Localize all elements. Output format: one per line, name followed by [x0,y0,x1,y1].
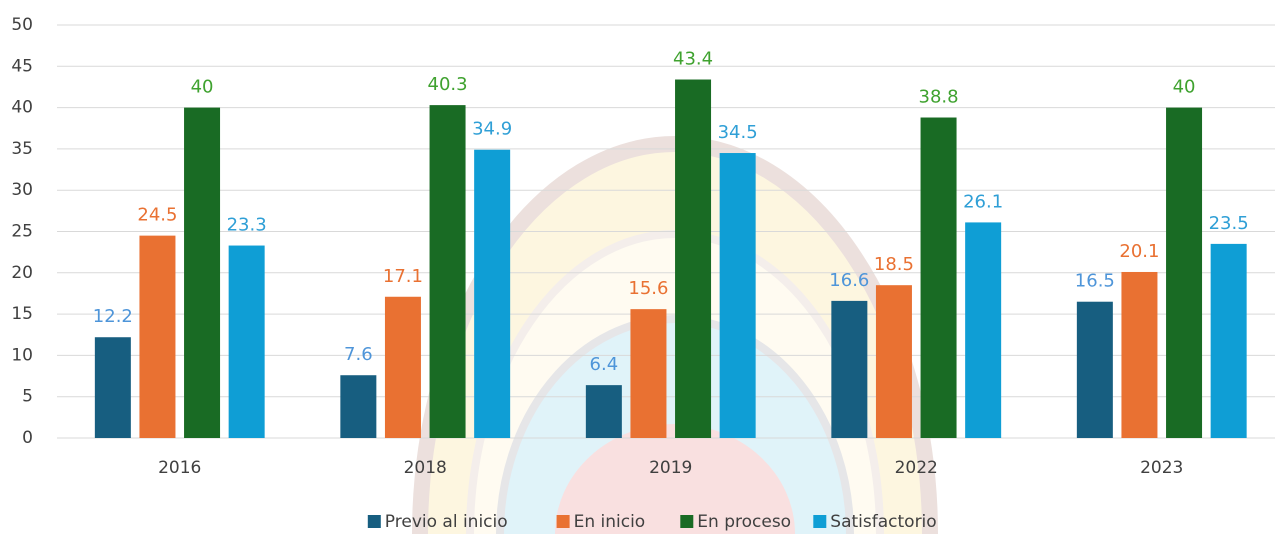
data-label: 7.6 [344,344,373,365]
data-label: 16.6 [829,270,869,291]
data-label: 40.3 [428,74,468,95]
y-tick-label: 20 [11,263,33,283]
bar [228,245,265,438]
data-label: 12.2 [93,306,133,327]
bar [920,117,957,439]
bar [875,285,912,438]
bar [831,300,868,438]
bar [1076,301,1113,438]
data-label: 43.4 [673,49,713,70]
data-label: 23.3 [227,215,267,236]
legend-swatch [680,515,694,528]
bar [384,296,421,438]
data-label: 26.1 [963,191,1003,212]
legend-label: Satisfactorio [830,512,936,532]
y-tick-label: 30 [11,180,33,200]
y-tick-label: 50 [11,15,33,35]
legend-label: Previo al inicio [385,512,508,532]
legend-swatch [556,515,570,528]
x-tick-label: 2016 [158,458,201,478]
x-tick-label: 2023 [1140,458,1183,478]
bar [340,375,377,438]
y-tick-label: 35 [11,139,33,159]
y-tick-label: 25 [11,222,33,242]
bar [474,149,511,438]
data-label: 40 [191,77,214,98]
y-tick-label: 0 [22,428,33,448]
data-label: 34.9 [472,119,512,140]
y-tick-label: 10 [11,345,33,365]
bar [1121,271,1158,438]
bar [184,107,221,438]
data-label: 6.4 [590,354,619,375]
data-label: 40 [1173,77,1196,98]
x-tick-label: 2019 [649,458,692,478]
data-label: 23.5 [1209,213,1249,234]
y-tick-label: 15 [11,304,33,324]
bar [139,235,176,438]
y-tick-label: 40 [11,98,33,118]
legend-swatch [367,515,381,528]
data-label: 34.5 [718,122,758,143]
data-label: 38.8 [919,87,959,108]
y-tick-label: 5 [22,387,33,407]
legend-label: En proceso [697,512,791,532]
bar [1166,107,1203,438]
data-label: 18.5 [874,254,914,275]
data-label: 16.5 [1075,271,1115,292]
data-label: 15.6 [628,278,668,299]
bar [630,309,667,438]
legend-swatch [813,515,827,528]
x-tick-label: 2018 [404,458,447,478]
bar [1210,243,1247,438]
data-label: 24.5 [137,205,177,226]
x-tick-label: 2022 [895,458,938,478]
bar [429,105,466,438]
bar [585,385,622,438]
data-label: 17.1 [383,266,423,287]
bar [719,153,756,438]
data-label: 20.1 [1119,241,1159,262]
y-tick-label: 45 [11,56,33,76]
bar [675,79,712,439]
legend-label: En inicio [574,512,646,532]
bar [94,337,131,438]
bar [965,222,1002,438]
